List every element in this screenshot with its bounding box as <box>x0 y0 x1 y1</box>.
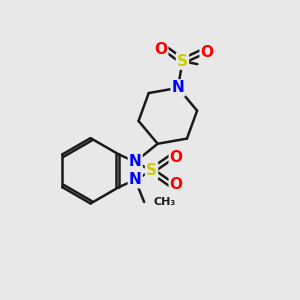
Text: N: N <box>129 172 142 187</box>
Text: O: O <box>170 177 183 192</box>
Text: N: N <box>129 154 142 169</box>
Text: N: N <box>172 80 184 95</box>
Text: CH₃: CH₃ <box>153 197 175 207</box>
Text: S: S <box>177 54 188 69</box>
Text: O: O <box>201 45 214 60</box>
Text: O: O <box>170 150 183 165</box>
Text: O: O <box>154 42 167 57</box>
Text: S: S <box>146 163 157 178</box>
